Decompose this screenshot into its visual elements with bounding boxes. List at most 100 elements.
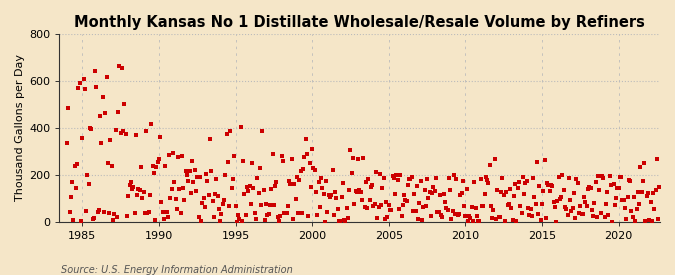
- Point: [293, 210, 304, 215]
- Point: [165, 196, 176, 200]
- Point: [429, 189, 440, 194]
- Point: [458, 178, 468, 183]
- Point: [448, 208, 458, 213]
- Point: [526, 213, 537, 218]
- Point: [492, 187, 503, 192]
- Title: Monthly Kansas No 1 Distillate Wholesale/Resale Volume by Refiners: Monthly Kansas No 1 Distillate Wholesale…: [74, 15, 645, 30]
- Point: [593, 173, 603, 178]
- Point: [604, 174, 615, 178]
- Point: [616, 175, 626, 179]
- Point: [371, 170, 381, 175]
- Point: [381, 199, 392, 204]
- Point: [483, 181, 494, 185]
- Point: [554, 175, 564, 179]
- Point: [653, 217, 664, 221]
- Point: [414, 200, 425, 205]
- Point: [456, 191, 467, 196]
- Point: [113, 110, 124, 114]
- Point: [401, 199, 412, 203]
- Point: [193, 215, 204, 219]
- Point: [170, 197, 181, 201]
- Point: [565, 198, 576, 202]
- Point: [332, 207, 343, 211]
- Point: [375, 172, 385, 176]
- Point: [200, 205, 211, 209]
- Point: [221, 132, 232, 136]
- Point: [256, 203, 267, 207]
- Point: [232, 219, 242, 224]
- Point: [628, 194, 639, 199]
- Point: [275, 213, 286, 218]
- Point: [263, 212, 274, 216]
- Point: [209, 214, 219, 219]
- Point: [460, 214, 470, 218]
- Point: [335, 219, 346, 223]
- Point: [436, 213, 447, 217]
- Point: [634, 202, 645, 206]
- Point: [431, 175, 441, 180]
- Point: [620, 206, 630, 210]
- Point: [572, 181, 583, 185]
- Point: [140, 211, 151, 216]
- Point: [462, 218, 473, 223]
- Point: [151, 165, 162, 169]
- Point: [76, 219, 86, 223]
- Point: [471, 214, 482, 219]
- Y-axis label: Thousand Gallons per Day: Thousand Gallons per Day: [15, 54, 25, 201]
- Point: [452, 213, 463, 218]
- Point: [590, 180, 601, 185]
- Point: [64, 209, 75, 214]
- Point: [352, 189, 362, 194]
- Point: [119, 101, 130, 106]
- Point: [443, 176, 454, 181]
- Point: [266, 187, 277, 191]
- Point: [578, 194, 589, 199]
- Point: [491, 217, 502, 221]
- Point: [248, 186, 259, 190]
- Point: [576, 211, 587, 216]
- Point: [340, 218, 351, 223]
- Point: [277, 159, 288, 163]
- Point: [355, 190, 366, 195]
- Point: [86, 127, 97, 131]
- Point: [81, 209, 92, 213]
- Point: [418, 205, 429, 210]
- Point: [100, 111, 111, 115]
- Point: [353, 157, 364, 161]
- Point: [450, 212, 460, 216]
- Point: [394, 207, 404, 211]
- Point: [198, 196, 209, 200]
- Point: [323, 193, 334, 197]
- Point: [360, 180, 371, 184]
- Point: [500, 219, 510, 223]
- Point: [103, 161, 113, 165]
- Point: [487, 216, 497, 220]
- Point: [400, 198, 411, 203]
- Point: [645, 200, 656, 204]
- Point: [242, 185, 252, 189]
- Point: [272, 215, 283, 219]
- Point: [178, 186, 188, 191]
- Point: [438, 192, 449, 197]
- Point: [468, 218, 479, 223]
- Point: [283, 204, 294, 208]
- Point: [138, 190, 149, 195]
- Point: [558, 187, 569, 192]
- Point: [73, 86, 84, 90]
- Point: [203, 192, 214, 197]
- Point: [369, 202, 380, 206]
- Point: [349, 202, 360, 206]
- Point: [382, 215, 393, 220]
- Point: [439, 200, 450, 205]
- Point: [421, 204, 431, 209]
- Point: [359, 205, 370, 209]
- Point: [611, 196, 622, 200]
- Point: [386, 207, 397, 212]
- Point: [303, 214, 314, 218]
- Point: [410, 208, 421, 213]
- Point: [117, 129, 128, 133]
- Point: [489, 157, 500, 161]
- Point: [61, 141, 72, 145]
- Point: [205, 137, 215, 141]
- Point: [516, 211, 527, 215]
